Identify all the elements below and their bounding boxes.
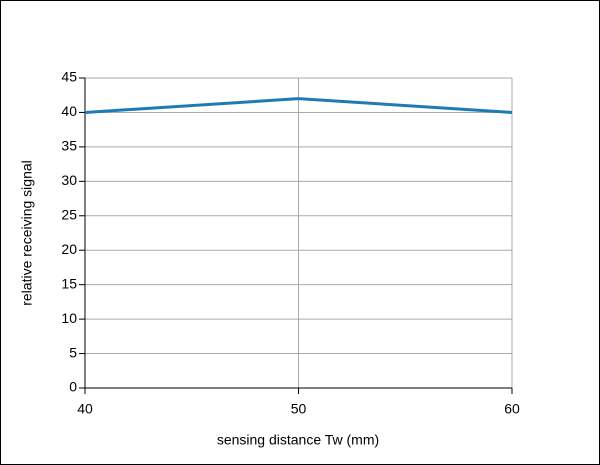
y-tick-label: 45 <box>61 69 77 85</box>
y-tick-label: 0 <box>69 379 77 395</box>
y-axis-label: relative receiving signal <box>19 160 35 306</box>
y-tick-label: 35 <box>61 138 77 154</box>
y-tick-label: 5 <box>69 344 77 360</box>
y-tick-label: 15 <box>61 275 77 291</box>
y-tick-label: 40 <box>61 103 77 119</box>
x-tick-label: 60 <box>504 401 520 417</box>
x-tick-label: 50 <box>291 401 307 417</box>
data-line <box>84 97 513 114</box>
y-tick-label: 25 <box>61 206 77 222</box>
y-tick-label: 30 <box>61 172 77 188</box>
y-tick-label: 20 <box>61 241 77 257</box>
x-axis-label: sensing distance Tw (mm) <box>217 432 379 448</box>
x-tick-label: 40 <box>77 401 93 417</box>
y-tick-label: 10 <box>61 310 77 326</box>
